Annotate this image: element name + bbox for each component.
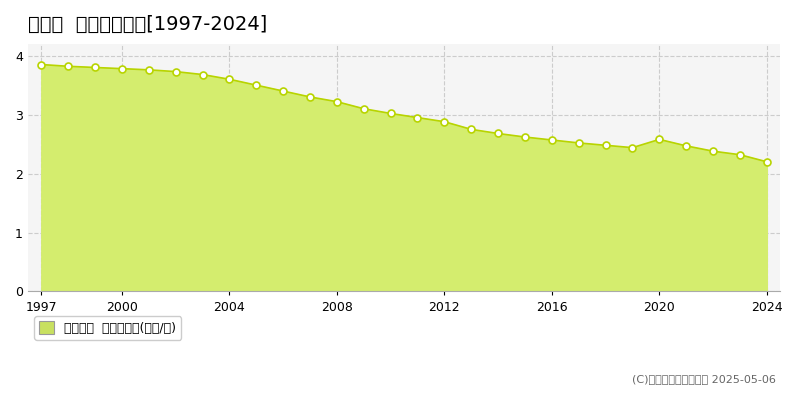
Text: (C)土地価格ドットコム 2025-05-06: (C)土地価格ドットコム 2025-05-06 — [632, 374, 776, 384]
Text: 寿都町  基準地価推移[1997-2024]: 寿都町 基準地価推移[1997-2024] — [28, 15, 267, 34]
Legend: 基準地価  平均坪単価(万円/坪): 基準地価 平均坪単価(万円/坪) — [34, 316, 181, 340]
